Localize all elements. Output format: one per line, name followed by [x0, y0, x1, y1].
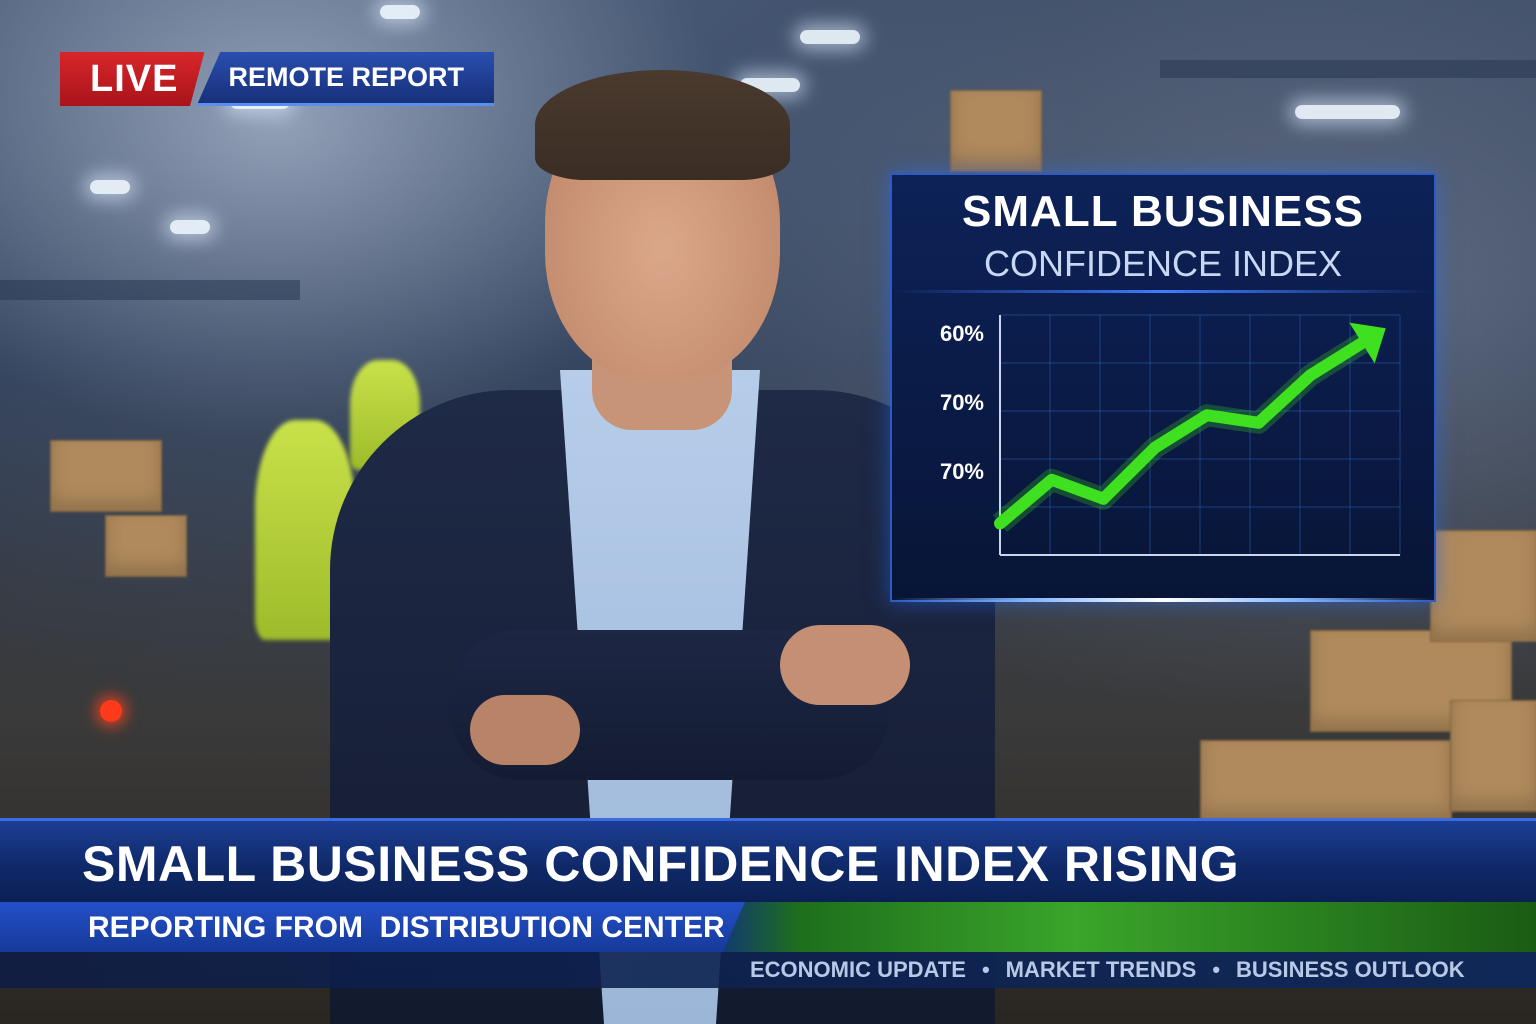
- cardboard-box: [105, 515, 187, 577]
- panel-glow: [892, 598, 1434, 602]
- shelf: [0, 280, 300, 300]
- ticker-bar: ECONOMIC UPDATE • MARKET TRENDS • BUSINE…: [0, 952, 1536, 988]
- headline-text: SMALL BUSINESS CONFIDENCE INDEX RISING: [82, 836, 1240, 892]
- ticker-separator: •: [981, 957, 990, 982]
- y-tick-label: 70%: [940, 459, 984, 484]
- y-tick-label: 60%: [940, 321, 984, 346]
- ceiling-light: [380, 5, 420, 19]
- cardboard-box: [50, 440, 162, 512]
- trend-line: [994, 337, 1368, 530]
- subline-text: REPORTING FROM DISTRIBUTION CENTER: [88, 911, 725, 944]
- cardboard-box: [950, 90, 1042, 172]
- trend-chart: 60% 70% 70%: [940, 314, 1401, 556]
- subline-bar: REPORTING FROM DISTRIBUTION CENTER: [0, 902, 1536, 952]
- live-label: LIVE: [60, 52, 205, 106]
- ticker-separator: •: [1212, 957, 1221, 982]
- chart-panel: SMALL BUSINESS CONFIDENCE INDEX 60% 70% 70…: [890, 173, 1436, 602]
- ticker-item: MARKET TRENDS: [1005, 957, 1197, 982]
- y-tick-label: 70%: [940, 390, 984, 415]
- trend-arrow-head: [1349, 322, 1386, 364]
- reporter-hair: [535, 70, 790, 180]
- ticker-items: ECONOMIC UPDATE • MARKET TRENDS • BUSINE…: [750, 957, 1465, 983]
- headline-bar: SMALL BUSINESS CONFIDENCE INDEX RISING: [0, 818, 1536, 905]
- panel-title: SMALL BUSINESS: [962, 187, 1364, 236]
- shelf: [1160, 60, 1536, 78]
- ceiling-light: [1295, 105, 1400, 119]
- cardboard-box: [1430, 530, 1536, 642]
- remote-report-label: REMOTE REPORT: [196, 52, 494, 106]
- cardboard-box: [1200, 740, 1452, 822]
- subline-panel: REPORTING FROM DISTRIBUTION CENTER: [0, 902, 745, 952]
- ceiling-light: [800, 30, 860, 44]
- ceiling-light: [90, 180, 130, 194]
- panel-subtitle: CONFIDENCE INDEX: [983, 243, 1343, 284]
- live-badge: LIVE REMOTE REPORT: [60, 52, 494, 106]
- ticker-item: ECONOMIC UPDATE: [750, 957, 966, 982]
- panel-divider: [892, 290, 1434, 293]
- reporter-hand: [470, 695, 580, 765]
- cardboard-box: [1450, 700, 1536, 812]
- machine-indicator-light: [100, 700, 122, 722]
- reporter-hand: [780, 625, 910, 705]
- ceiling-light: [170, 220, 210, 234]
- ticker-item: BUSINESS OUTLOOK: [1236, 957, 1465, 982]
